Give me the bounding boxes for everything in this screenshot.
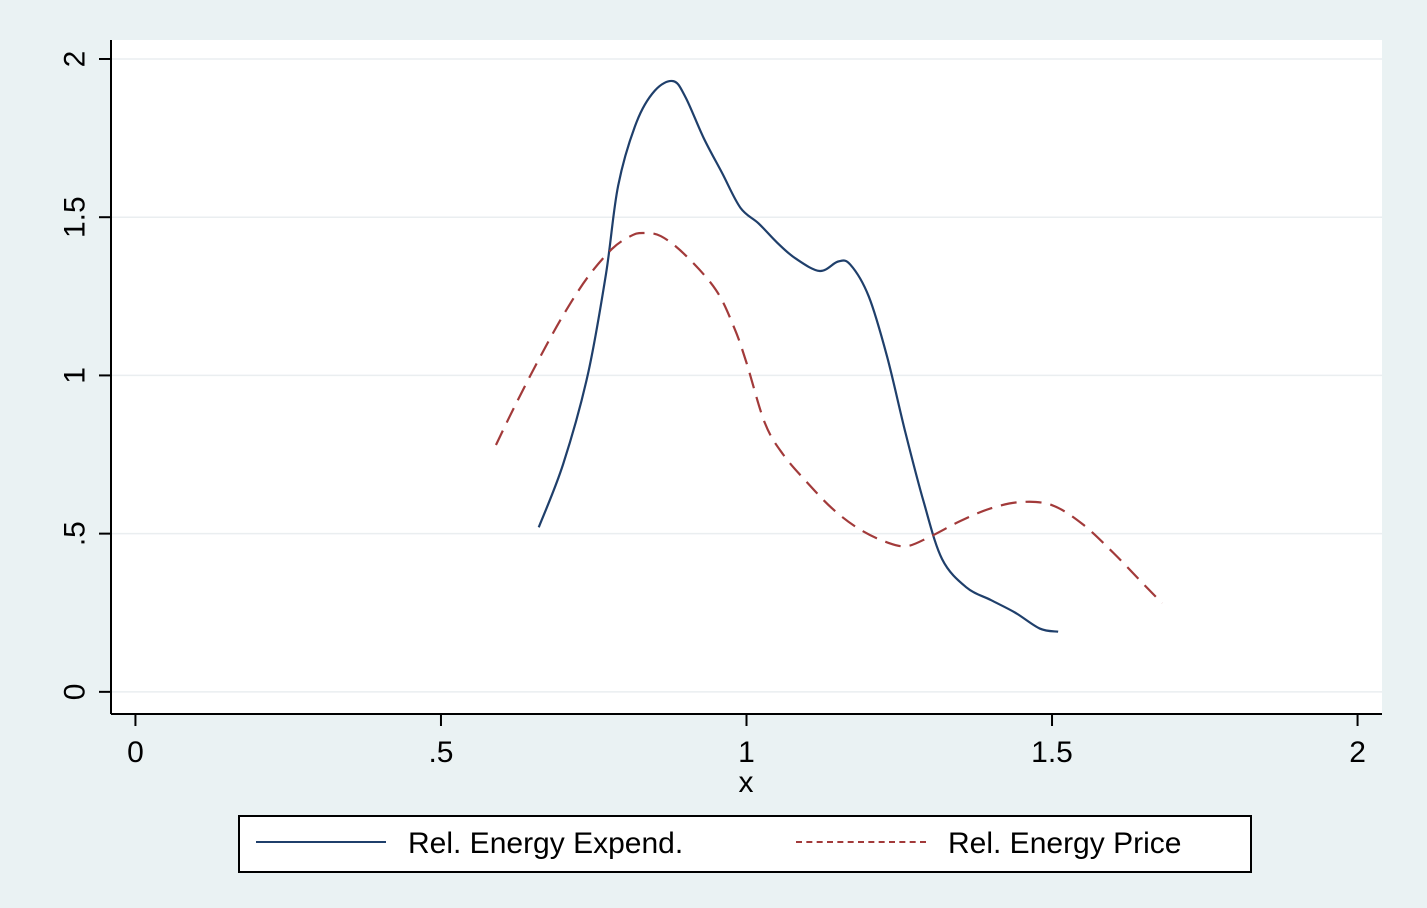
legend-label-price: Rel. Energy Price (948, 827, 1182, 860)
x-tick-label-1: .5 (428, 736, 453, 769)
x-tick-label-3: 1.5 (1031, 736, 1073, 769)
y-tick-label-0: 0 (59, 684, 92, 701)
y-tick-label-3: 1.5 (59, 196, 92, 238)
x-tick-label-0: 0 (127, 736, 144, 769)
legend-item-price: Rel. Energy Price (796, 817, 1181, 871)
grid-lines (111, 58, 1382, 693)
x-tick-label-2: 1 (738, 736, 755, 769)
series-layer (494, 79, 1163, 633)
legend: Rel. Energy Expend. Rel. Energy Price (238, 815, 1252, 873)
series-line-0 (537, 79, 1059, 633)
legend-swatch-solid (256, 841, 386, 847)
y-tick-label-1: .5 (59, 521, 92, 546)
plot-area (111, 40, 1382, 714)
y-tick-label-2: 1 (59, 367, 92, 384)
legend-swatch-dashed (796, 841, 926, 847)
x-tick-label-4: 2 (1349, 736, 1366, 769)
y-ticks: 0 .5 1 1.5 2 (59, 51, 111, 701)
legend-item-expend: Rel. Energy Expend. (256, 817, 683, 871)
series-line-1 (494, 231, 1163, 605)
legend-label-expend: Rel. Energy Expend. (408, 827, 684, 860)
x-axis-title: x (739, 766, 754, 799)
x-ticks: 0 .5 1 1.5 2 (127, 714, 1366, 769)
y-tick-label-4: 2 (59, 51, 92, 68)
